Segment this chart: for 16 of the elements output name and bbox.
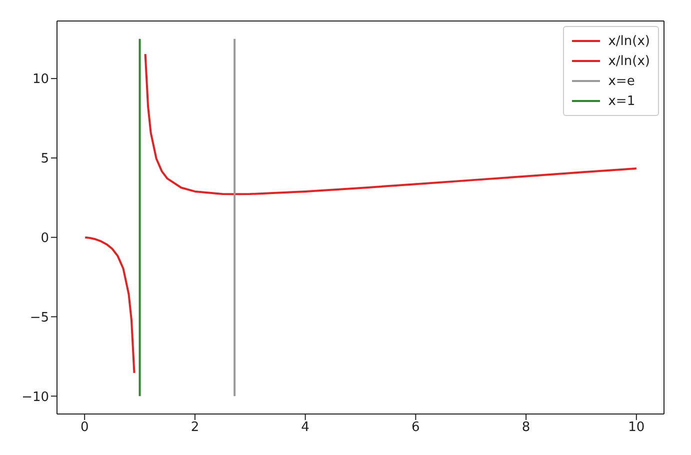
y-tick-label: 5 bbox=[40, 152, 49, 167]
x-tick-label: 8 bbox=[522, 420, 530, 436]
line-series bbox=[84, 236, 136, 374]
x-tick-label: 4 bbox=[301, 420, 310, 436]
x-tick-label: 2 bbox=[190, 420, 200, 436]
x-tick-label: 0 bbox=[80, 420, 89, 436]
x-tick-label: 10 bbox=[628, 420, 645, 436]
y-tick-label: −10 bbox=[22, 390, 49, 405]
y-tick-label: 10 bbox=[32, 72, 49, 88]
legend-label: x/ln(x) bbox=[608, 34, 650, 48]
legend-label: x/ln(x) bbox=[608, 54, 650, 68]
x-tick-label: 6 bbox=[412, 420, 420, 436]
y-tick-label: −5 bbox=[30, 310, 49, 326]
legend-label: x=e bbox=[608, 74, 635, 88]
legend-label: x=1 bbox=[608, 94, 636, 108]
y-tick-label: 0 bbox=[40, 230, 49, 246]
